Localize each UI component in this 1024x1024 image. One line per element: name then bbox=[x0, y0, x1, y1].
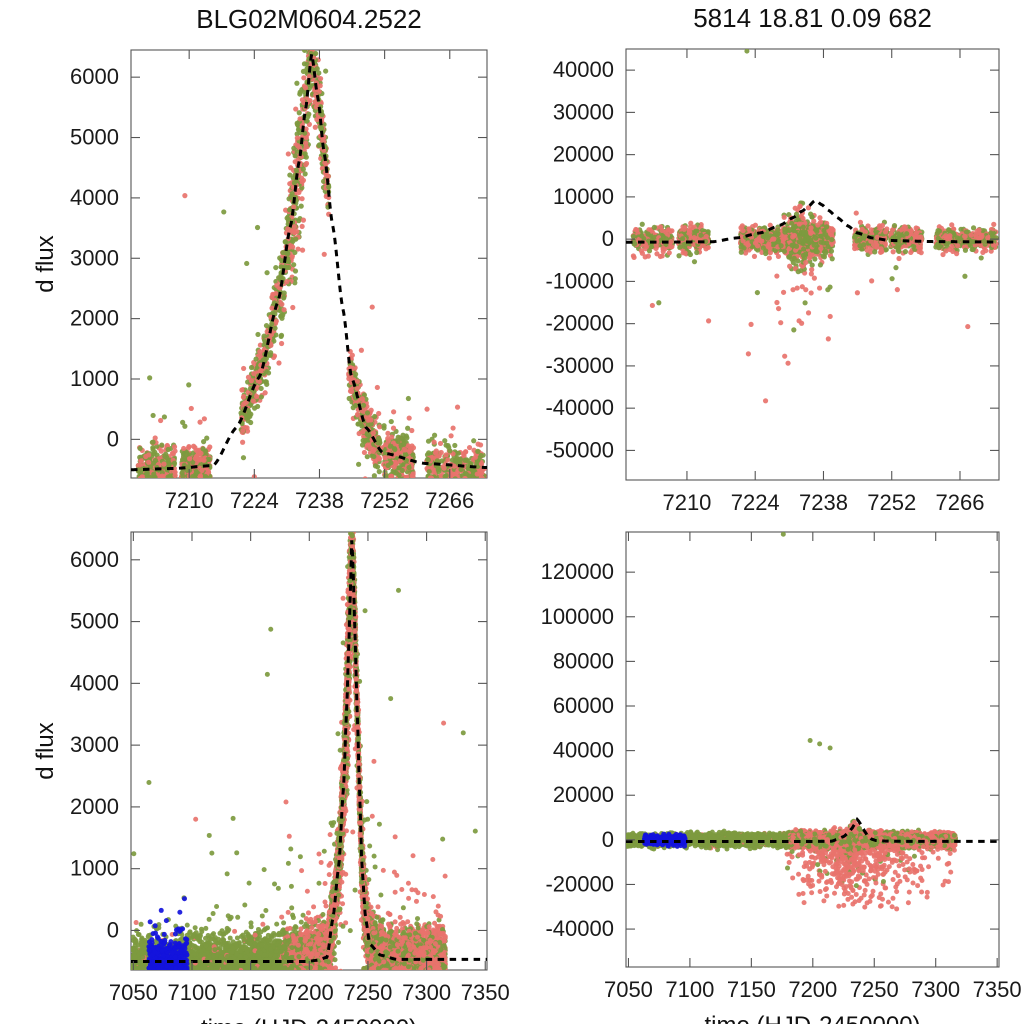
svg-text:7266: 7266 bbox=[425, 488, 474, 513]
svg-text:7252: 7252 bbox=[360, 488, 409, 513]
svg-text:7210: 7210 bbox=[165, 488, 214, 513]
svg-text:2000: 2000 bbox=[70, 306, 119, 331]
svg-text:4000: 4000 bbox=[70, 185, 119, 210]
svg-text:5000: 5000 bbox=[70, 125, 119, 150]
svg-text:0: 0 bbox=[107, 426, 119, 451]
svg-text:6000: 6000 bbox=[70, 64, 119, 89]
svg-text:7238: 7238 bbox=[295, 488, 344, 513]
svg-text:7224: 7224 bbox=[230, 488, 279, 513]
svg-text:3000: 3000 bbox=[70, 245, 119, 270]
svg-text:1000: 1000 bbox=[70, 366, 119, 391]
